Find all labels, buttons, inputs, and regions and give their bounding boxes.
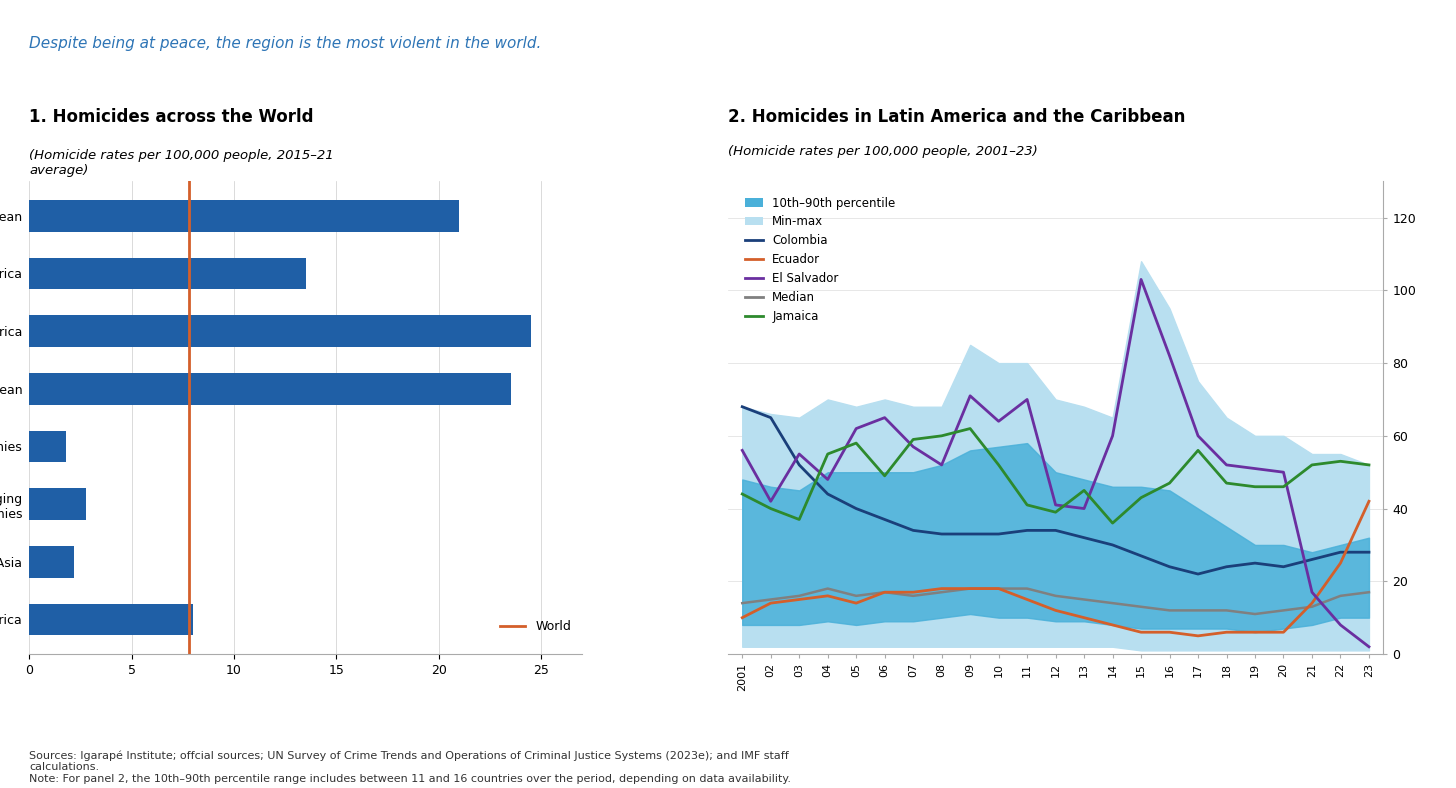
Bar (29, 430, 66, 463)
Bar (29, 258, 306, 289)
Bar (29, 200, 460, 232)
Text: 1. Homicides across the World: 1. Homicides across the World (29, 108, 313, 126)
Text: 2. Homicides in Latin America and the Caribbean: 2. Homicides in Latin America and the Ca… (728, 108, 1185, 126)
Text: (Homicide rates per 100,000 people, 2001–23): (Homicide rates per 100,000 people, 2001… (728, 145, 1038, 158)
Bar (29, 604, 194, 635)
Bar (29, 546, 74, 578)
Bar (29, 373, 511, 405)
Legend: World: World (495, 615, 577, 638)
Bar (29, 489, 86, 520)
Bar (29, 315, 531, 347)
Legend: 10th–90th percentile, Min-max, Colombia, Ecuador, El Salvador, Median, Jamaica: 10th–90th percentile, Min-max, Colombia,… (741, 191, 900, 328)
Text: Despite being at peace, the region is the most violent in the world.: Despite being at peace, the region is th… (29, 36, 542, 51)
Text: (Homicide rates per 100,000 people, 2015–21
average): (Homicide rates per 100,000 people, 2015… (29, 149, 333, 177)
Text: Sources: Igarapé Institute; offcial sources; UN Survey of Crime Trends and Opera: Sources: Igarapé Institute; offcial sour… (29, 750, 791, 784)
